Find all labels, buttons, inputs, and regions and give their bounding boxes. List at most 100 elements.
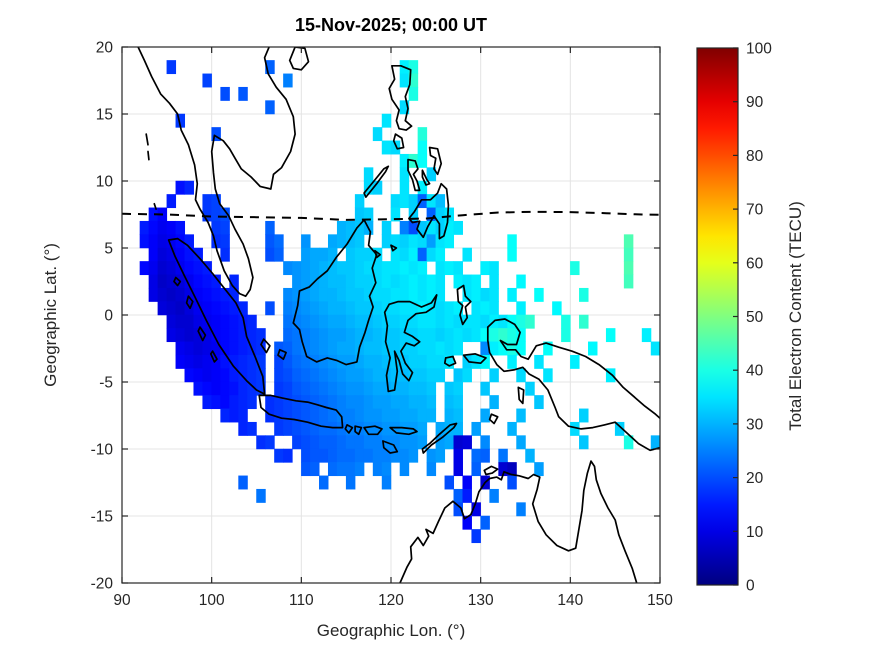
tec-cell xyxy=(480,435,490,450)
coastline xyxy=(408,182,450,240)
tec-cell xyxy=(444,234,455,249)
tec-cell xyxy=(345,408,356,423)
coastlines-layer xyxy=(137,47,660,583)
tec-cell xyxy=(175,341,186,356)
coastline xyxy=(399,460,638,583)
tec-cell xyxy=(265,395,275,410)
tec-cell xyxy=(354,368,365,383)
coastline xyxy=(443,355,457,367)
tec-cell xyxy=(453,261,463,276)
tec-cell xyxy=(202,381,212,396)
tec-cell xyxy=(345,287,356,302)
y-tick-label: 20 xyxy=(96,40,114,57)
tec-cell xyxy=(193,261,203,276)
tec-cell xyxy=(229,341,239,356)
tec-cell xyxy=(310,448,320,463)
tec-cell xyxy=(327,435,338,450)
tec-cell xyxy=(453,395,463,410)
tec-cell xyxy=(345,354,356,369)
y-tick-label: -20 xyxy=(91,576,114,593)
tec-cell xyxy=(588,341,598,356)
tec-cell xyxy=(381,408,392,423)
tec-cell xyxy=(372,261,383,276)
tec-cell xyxy=(381,274,392,289)
tec-cell xyxy=(211,354,221,369)
tec-cell xyxy=(336,381,347,396)
axis-tick-labels: 90 100 110 120 130 140 150 -20 -15 -10 -5 0 5 10 15 20 xyxy=(91,40,674,610)
tec-cell xyxy=(498,314,508,329)
tec-cell xyxy=(381,354,392,369)
tec-cell xyxy=(202,274,212,289)
colorbar-gradient xyxy=(696,47,739,586)
tec-cell xyxy=(327,234,338,249)
tec-cell xyxy=(310,408,320,423)
x-axis-label: Geographic Lon. (°) xyxy=(317,621,466,640)
tec-cell xyxy=(256,341,266,356)
tec-cell xyxy=(345,234,356,249)
tec-cell xyxy=(336,287,347,302)
tec-cell xyxy=(399,234,410,249)
tec-cell xyxy=(345,261,356,276)
tec-cell xyxy=(301,274,311,289)
tec-cell xyxy=(345,220,356,235)
tec-cell xyxy=(381,395,392,410)
tec-cell xyxy=(381,448,392,463)
coastline xyxy=(153,202,157,210)
tec-cell xyxy=(444,314,455,329)
tec-cell xyxy=(435,448,446,463)
y-tick-label: 10 xyxy=(96,174,114,191)
tec-cell xyxy=(283,354,293,369)
tec-cell xyxy=(193,328,203,343)
tec-cell xyxy=(399,261,410,276)
tec-cell xyxy=(238,368,248,383)
tec-cell xyxy=(184,314,194,329)
tec-cell xyxy=(202,207,212,222)
tec-cell xyxy=(265,220,275,235)
tec-cell xyxy=(363,328,374,343)
tec-cell xyxy=(381,421,392,436)
tec-cell xyxy=(426,234,437,249)
tec-cell xyxy=(256,381,266,396)
tec-cell xyxy=(372,395,383,410)
tec-cell xyxy=(462,488,472,503)
tec-cell xyxy=(327,301,338,316)
tec-cell xyxy=(229,408,239,423)
coastline xyxy=(209,350,218,363)
tec-cell xyxy=(408,408,419,423)
tec-cell xyxy=(372,354,383,369)
tec-cell xyxy=(408,354,419,369)
tec-cell xyxy=(319,301,329,316)
tec-cell xyxy=(336,421,347,436)
tec-cell xyxy=(184,247,194,262)
tec-cell xyxy=(319,448,329,463)
tec-cell xyxy=(292,274,302,289)
tec-cell xyxy=(408,261,419,276)
tec-cell xyxy=(417,194,428,209)
tec-cell xyxy=(211,341,221,356)
tec-cell xyxy=(283,421,293,436)
coastline xyxy=(173,276,182,287)
tec-cell xyxy=(211,368,221,383)
tec-cell xyxy=(229,381,239,396)
tec-cell xyxy=(175,328,186,343)
tec-cell xyxy=(453,328,463,343)
tec-cell xyxy=(390,234,401,249)
tec-cell xyxy=(327,395,338,410)
tec-cell xyxy=(363,421,374,436)
tec-cell xyxy=(292,435,302,450)
tec-cell xyxy=(435,314,446,329)
colorbar-tick-label: 40 xyxy=(746,363,764,380)
tec-cell xyxy=(354,395,365,410)
tec-cell xyxy=(166,261,177,276)
tec-cell xyxy=(462,287,472,302)
tec-cell xyxy=(399,314,410,329)
tec-cell xyxy=(354,274,365,289)
tec-cell xyxy=(372,180,383,195)
tec-cell xyxy=(229,395,239,410)
tec-cell xyxy=(157,261,168,276)
tec-cell xyxy=(426,274,437,289)
tec-cell xyxy=(327,314,338,329)
tec-cell xyxy=(256,354,266,369)
tec-cell xyxy=(399,274,410,289)
tec-cell xyxy=(157,247,168,262)
